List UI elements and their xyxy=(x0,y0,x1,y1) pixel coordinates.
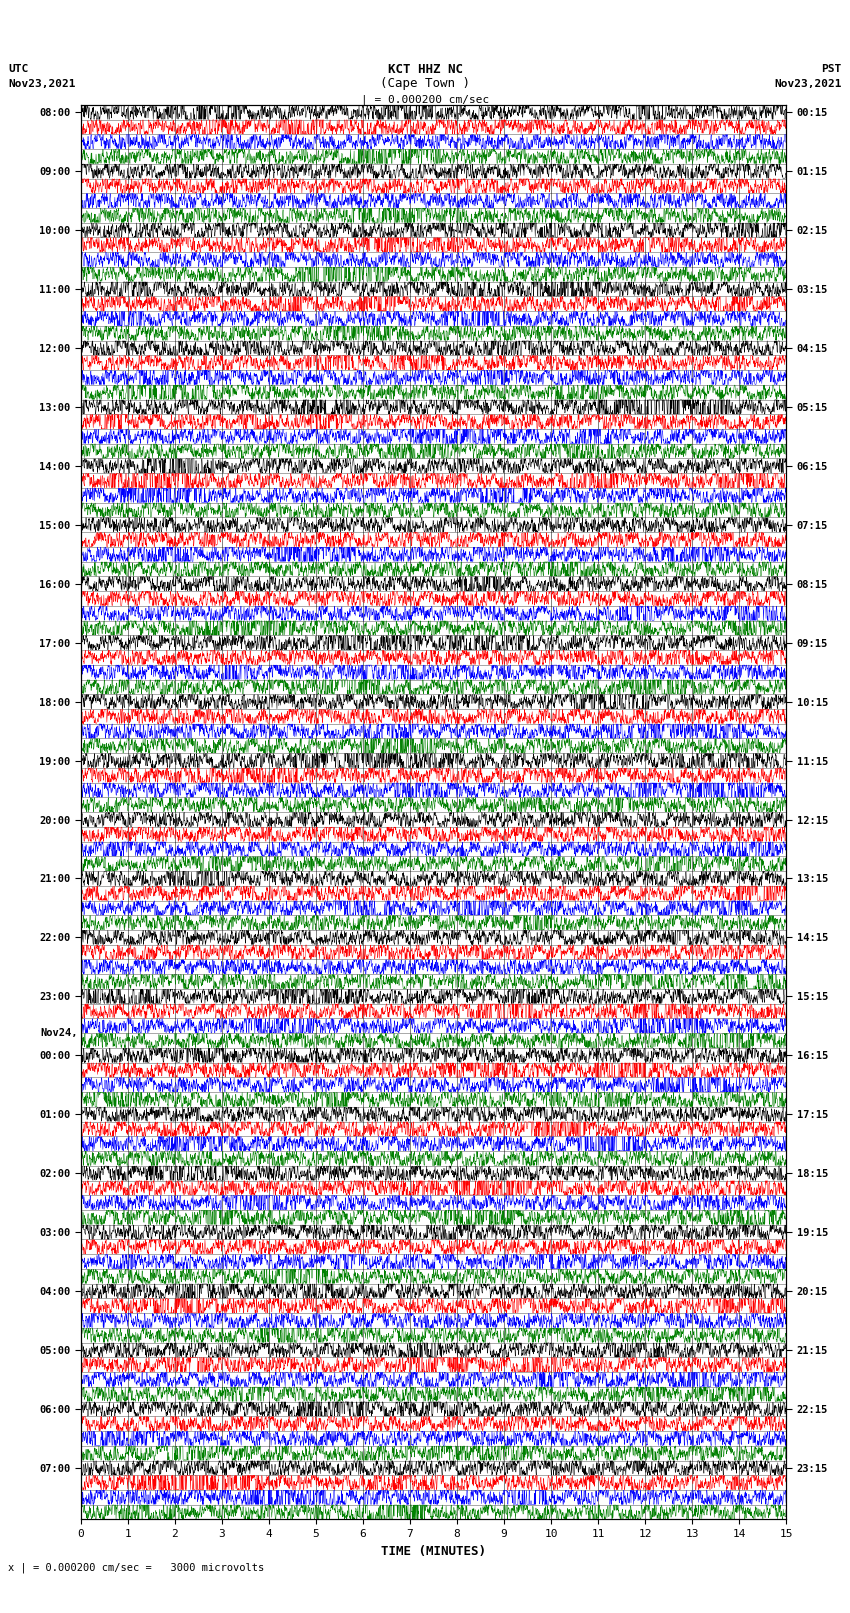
Text: Nov23,2021: Nov23,2021 xyxy=(774,79,842,89)
Text: (Cape Town ): (Cape Town ) xyxy=(380,77,470,90)
Text: | = 0.000200 cm/sec: | = 0.000200 cm/sec xyxy=(361,95,489,105)
Text: Nov23,2021: Nov23,2021 xyxy=(8,79,76,89)
Text: UTC: UTC xyxy=(8,65,29,74)
Text: x | = 0.000200 cm/sec =   3000 microvolts: x | = 0.000200 cm/sec = 3000 microvolts xyxy=(8,1563,264,1573)
Text: PST: PST xyxy=(821,65,842,74)
Text: KCT HHZ NC: KCT HHZ NC xyxy=(388,63,462,76)
X-axis label: TIME (MINUTES): TIME (MINUTES) xyxy=(381,1545,486,1558)
Text: Nov24,: Nov24, xyxy=(40,1027,77,1039)
